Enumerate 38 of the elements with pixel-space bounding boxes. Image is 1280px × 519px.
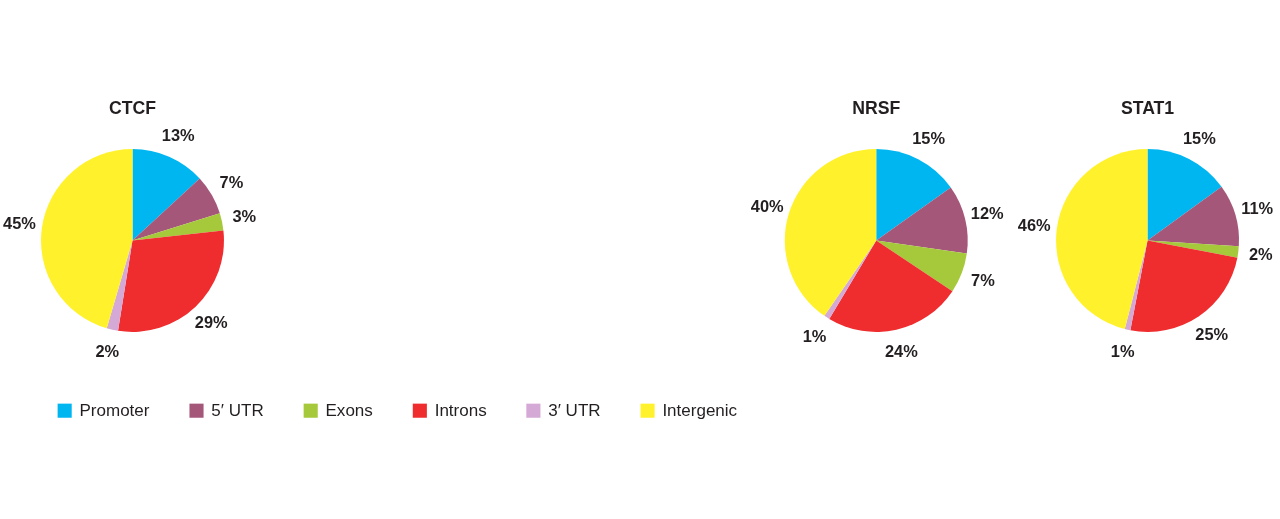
legend-label: 3′ UTR — [548, 400, 601, 420]
data-label: 11% — [1241, 198, 1274, 217]
pie-slice — [132, 149, 200, 241]
data-label: 46% — [1017, 216, 1052, 235]
data-label: 1% — [1110, 342, 1135, 360]
data-label: 2% — [95, 341, 120, 360]
pie-slice — [876, 240, 967, 292]
pie-slice — [1056, 149, 1148, 330]
data-label: 3% — [232, 207, 257, 226]
data-label: 40% — [750, 196, 785, 215]
chart-title: CTCF — [108, 98, 157, 119]
pie-slice — [829, 240, 953, 332]
pie-slice — [132, 178, 220, 241]
data-label: 13% — [161, 125, 196, 144]
data-label: 24% — [885, 341, 919, 360]
data-label: 1% — [802, 326, 827, 345]
legend-label: Intergenic — [662, 400, 738, 420]
data-label: 7% — [971, 271, 996, 290]
pie-slice — [41, 149, 133, 329]
pie-slice — [784, 149, 877, 316]
pie-slice — [1147, 149, 1222, 241]
legend-label: Introns — [434, 400, 487, 420]
legend-label: Exons — [325, 400, 373, 420]
chart-title: STAT1 — [1120, 98, 1175, 119]
data-label: 25% — [1195, 325, 1229, 344]
pie-slice — [1147, 186, 1239, 247]
data-label: 29% — [194, 313, 229, 332]
legend-label: Promoter — [79, 400, 150, 420]
data-label: 45% — [3, 214, 37, 233]
pie-slice — [876, 187, 968, 254]
data-label: 15% — [912, 129, 946, 148]
pie-slice — [876, 149, 951, 241]
data-label: 12% — [970, 203, 1005, 222]
chart-title: NRSF — [852, 98, 901, 119]
data-label: 15% — [1182, 128, 1217, 147]
data-label: 7% — [219, 173, 244, 192]
legend-label: 5′ UTR — [211, 400, 264, 420]
data-label: 2% — [1248, 244, 1274, 263]
